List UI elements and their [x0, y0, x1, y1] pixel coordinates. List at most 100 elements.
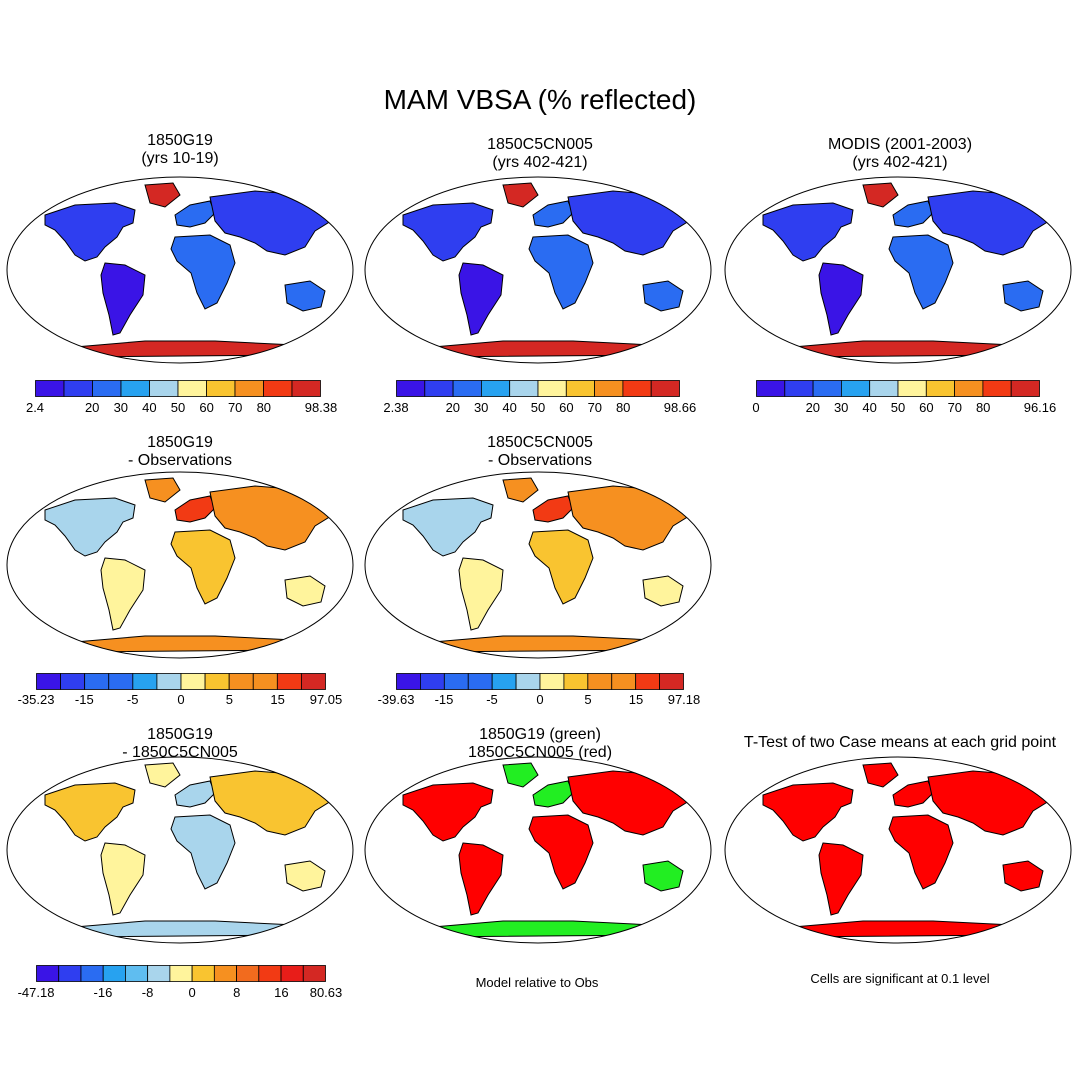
colorbar-tick-label: -5	[486, 692, 498, 707]
colorbar-swatch	[63, 380, 93, 397]
colorbar-tick-label: 30	[113, 400, 129, 415]
colorbar-swatch	[420, 673, 445, 690]
colorbar-swatch	[258, 965, 282, 982]
colorbar-tick-label: 97.05	[309, 692, 343, 707]
continent-australia	[642, 860, 684, 892]
colorbar-1850c5cn005-obs	[396, 673, 684, 690]
colorbar-tick-label: 20	[805, 400, 821, 415]
colorbar-swatch	[36, 673, 61, 690]
colorbar-tick-label: -15	[434, 692, 454, 707]
continent-europe	[174, 495, 216, 523]
colorbar-swatch	[147, 965, 171, 982]
map-modis	[724, 176, 1072, 364]
continent-greenland	[862, 762, 899, 788]
panel-title-t-test: T-Test of two Case means at each grid po…	[743, 734, 1057, 751]
colorbar-swatch	[756, 380, 786, 397]
continent-samerica	[458, 557, 504, 631]
colorbar-tick-label: 80	[975, 400, 991, 415]
colorbar-swatch	[156, 673, 182, 690]
colorbar-tick-label: 40	[502, 400, 517, 415]
colorbar-swatch	[204, 673, 230, 690]
panel-title-1850g19-minus-1850c5cn005: 1850G19- 1850C5CN005	[122, 726, 238, 761]
colorbar-tick-label: 60	[919, 400, 934, 415]
colorbar-tick-label: 30	[473, 400, 489, 415]
colorbar-swatch	[263, 380, 293, 397]
colorbar-swatch	[396, 673, 421, 690]
colorbar-swatch	[565, 380, 596, 397]
continent-australia	[284, 280, 326, 312]
continent-africa	[528, 814, 594, 890]
continent-africa	[170, 234, 236, 310]
continent-namerica	[762, 202, 854, 262]
colorbar-tick-label: 2.38	[383, 400, 409, 415]
panel-title-1850c5cn005: 1850C5CN005 (yrs 402-421)	[487, 136, 593, 171]
colorbar-swatch	[177, 380, 207, 397]
colorbar-swatch	[563, 673, 589, 690]
caption-model-relative-to-obs: Model relative to Obs	[475, 975, 599, 990]
colorbar-tick-label: 70	[227, 400, 243, 415]
colorbar-tick-label: -15	[74, 692, 94, 707]
continent-namerica	[44, 202, 136, 262]
map-border	[6, 471, 354, 659]
continent-australia	[642, 575, 684, 607]
continent-namerica	[402, 497, 494, 557]
colorbar-tick-label: 98.38	[304, 400, 338, 415]
colorbar-swatch	[869, 380, 899, 397]
colorbar-swatch	[650, 380, 680, 397]
colorbar-swatch	[58, 965, 82, 982]
colorbar-swatch	[191, 965, 215, 982]
continent-greenland	[144, 477, 181, 503]
colorbar-tick-label: 15	[628, 692, 644, 707]
colorbar-swatch	[102, 965, 126, 982]
colorbar-tick-label: 20	[84, 400, 100, 415]
colorbar-swatch	[539, 673, 565, 690]
continent-europe	[174, 200, 216, 228]
colorbar-swatch	[424, 380, 454, 397]
continent-greenland	[144, 762, 181, 788]
colorbar-swatch	[276, 673, 302, 690]
colorbar-swatch	[228, 673, 254, 690]
colorbar-tick-label: 5	[584, 692, 592, 707]
colorbar-swatch	[491, 673, 517, 690]
main-title: MAM VBSA (% reflected)	[383, 84, 697, 115]
colorbar-swatch	[169, 965, 193, 982]
colorbar-swatch	[80, 965, 104, 982]
continent-australia	[284, 575, 326, 607]
colorbar-tick-label: 2.4	[25, 400, 45, 415]
colorbar-swatch	[784, 380, 814, 397]
map-border	[724, 176, 1072, 364]
continent-africa	[528, 234, 594, 310]
colorbar-swatch	[132, 673, 158, 690]
continent-greenland	[502, 762, 539, 788]
colorbar-swatch	[841, 380, 871, 397]
colorbar-tick-label: -16	[93, 985, 113, 1000]
continent-europe	[892, 200, 934, 228]
colorbar-tick-label: 15	[270, 692, 285, 707]
colorbar-1850g19-minus-1850c5cn005	[36, 965, 326, 982]
colorbar-swatch	[302, 965, 326, 982]
colorbar-swatch	[60, 673, 86, 690]
colorbar-swatch	[509, 380, 539, 397]
colorbar-swatch	[291, 380, 321, 397]
map-border	[6, 756, 354, 944]
continent-africa	[170, 529, 236, 605]
colorbar-swatch	[301, 673, 326, 690]
colorbar-swatch	[467, 673, 493, 690]
continent-samerica	[818, 262, 864, 336]
panel-title-1850g19-obs: 1850G19- Observations	[127, 434, 233, 469]
map-border	[364, 176, 712, 364]
continent-namerica	[402, 782, 494, 842]
continent-samerica	[818, 842, 864, 916]
colorbar-swatch	[622, 380, 652, 397]
continent-namerica	[44, 497, 136, 557]
colorbar-1850g19-obs	[36, 673, 326, 690]
continent-namerica	[762, 782, 854, 842]
colorbar-swatch	[812, 380, 842, 397]
colorbar-tick-label: 80	[256, 400, 272, 415]
colorbar-swatch	[234, 380, 264, 397]
continent-samerica	[100, 262, 146, 336]
continent-europe	[892, 780, 934, 808]
colorbar-tick-label: 98.66	[663, 400, 697, 415]
colorbar-tick-label: 0	[752, 400, 760, 415]
colorbar-tick-label: 5	[225, 692, 233, 707]
